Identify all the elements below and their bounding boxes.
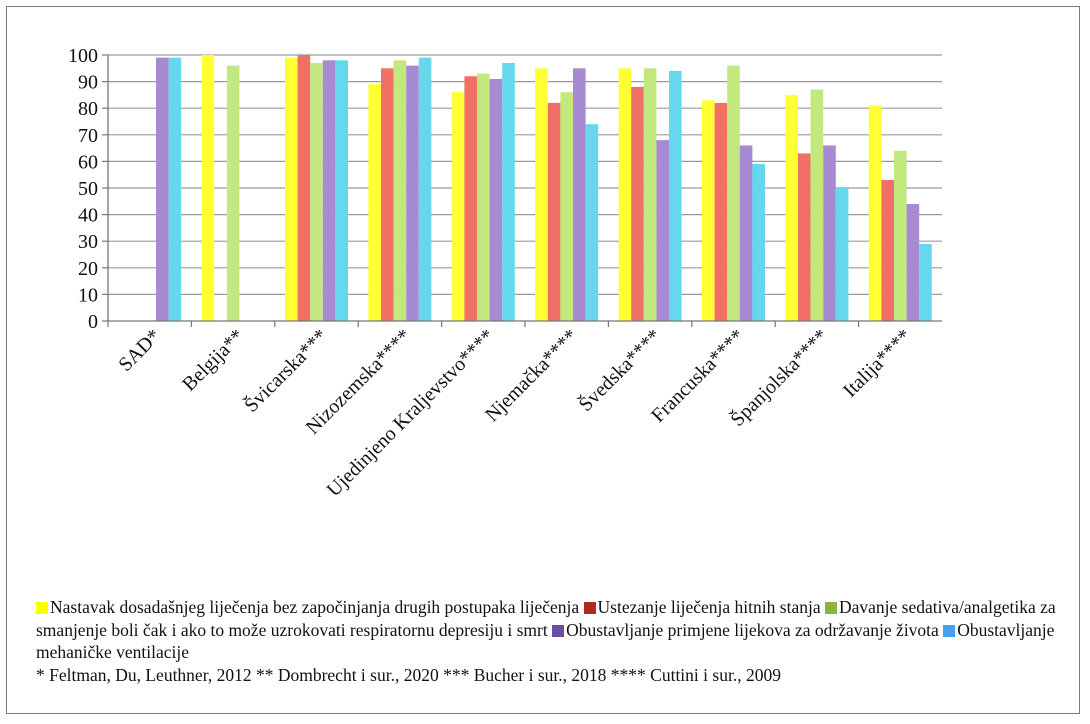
bar-0-1 xyxy=(201,55,215,321)
legend-swatch-0 xyxy=(36,602,48,614)
y-tick-label: 40 xyxy=(78,205,98,227)
bar-0-2 xyxy=(285,57,298,321)
legend-label-1: Ustezanje liječenja hitnih stanja xyxy=(597,597,821,617)
y-tick-label: 100 xyxy=(68,45,98,67)
bar-3-2 xyxy=(322,60,336,321)
bar-4-2 xyxy=(335,60,348,321)
y-tick-labels: 0 10 20 30 40 50 60 70 80 90 100 xyxy=(68,45,98,333)
x-category-label: Italija**** xyxy=(839,325,916,402)
bar-0-8 xyxy=(785,94,798,322)
y-tick-label: 80 xyxy=(78,98,98,120)
bar-1-5 xyxy=(547,102,561,321)
bar-0-5 xyxy=(535,68,548,321)
bar-4-0 xyxy=(168,57,182,321)
bar-0-7 xyxy=(702,100,715,321)
bar-3-3 xyxy=(406,65,419,321)
bar-2-7 xyxy=(727,65,740,321)
bar-1-6 xyxy=(631,86,644,321)
bar-4-5 xyxy=(585,124,599,321)
y-tick-label: 90 xyxy=(78,72,98,94)
bar-2-8 xyxy=(810,89,824,321)
bar-4-7 xyxy=(752,164,765,321)
bar-3-5 xyxy=(573,68,586,321)
bar-2-9 xyxy=(894,150,907,321)
bar-4-4 xyxy=(502,62,515,321)
bar-0-4 xyxy=(451,92,465,322)
legend-label-0: Nastavak dosadašnjeg liječenja bez započ… xyxy=(50,597,580,617)
y-tick-label: 20 xyxy=(78,258,98,280)
bar-4-6 xyxy=(669,70,682,322)
bar-4-8 xyxy=(835,188,849,321)
axes xyxy=(102,54,942,327)
bar-3-8 xyxy=(823,145,836,321)
bar-3-0 xyxy=(156,57,169,321)
y-tick-label: 60 xyxy=(78,151,98,173)
legend-swatch-1 xyxy=(583,602,596,614)
bar-0-3 xyxy=(368,84,381,321)
x-category-label: SAD* xyxy=(114,325,165,376)
legend-swatch-4 xyxy=(943,624,956,637)
sources-note: * Feltman, Du, Leuthner, 2012 ** Dombrec… xyxy=(36,664,781,685)
bar-2-3 xyxy=(393,60,407,321)
bar-1-7 xyxy=(714,102,728,321)
y-tick-label: 30 xyxy=(78,231,98,253)
legend: Nastavak dosadašnjeg liječenja bez započ… xyxy=(36,596,1066,686)
legend-label-4: Obustavljanje mehaničke ventilacije xyxy=(36,619,1055,663)
y-tick-label: 10 xyxy=(78,284,98,306)
bar-3-6 xyxy=(656,140,669,321)
bars xyxy=(156,55,932,322)
x-category-label: Belgija** xyxy=(178,325,249,396)
x-category-labels: SAD* Belgija**Švicarska***Nizozemska****U… xyxy=(114,324,916,502)
bar-4-9 xyxy=(919,243,932,321)
x-category-label: Švicarska*** xyxy=(239,324,332,417)
bar-chart: 0 10 20 30 40 50 60 70 80 90 100 SAD* Belgija**Švic… xyxy=(68,45,942,502)
bar-2-4 xyxy=(477,73,490,322)
legend-label-3: Obustavljanje primjene lijekova za održa… xyxy=(566,619,939,640)
bar-3-7 xyxy=(739,145,753,321)
bar-3-4 xyxy=(489,78,503,321)
legend-swatch-3 xyxy=(552,624,565,637)
legend-label-2: Davanje sedativa/analgetika za smanjenje… xyxy=(36,597,1056,640)
y-tick-label: 0 xyxy=(88,311,98,333)
x-category-label: Ujedinjeno Kraljevstvo**** xyxy=(323,325,499,501)
bar-1-3 xyxy=(381,68,394,321)
bar-0-9 xyxy=(868,105,882,321)
bar-1-9 xyxy=(881,180,894,321)
bar-2-2 xyxy=(310,62,323,321)
bar-1-4 xyxy=(464,76,477,321)
x-category-label: Švedska**** xyxy=(573,324,665,416)
bar-3-9 xyxy=(906,203,920,321)
bar-2-5 xyxy=(560,92,573,322)
bar-0-6 xyxy=(618,68,632,321)
bar-2-6 xyxy=(643,68,657,321)
y-tick-label: 50 xyxy=(78,178,98,200)
bar-1-8 xyxy=(798,153,811,321)
y-tick-label: 70 xyxy=(78,125,98,147)
bar-1-2 xyxy=(297,55,311,321)
bar-4-3 xyxy=(418,57,432,321)
bar-2-1 xyxy=(226,65,240,321)
legend-swatch-2 xyxy=(824,602,837,614)
